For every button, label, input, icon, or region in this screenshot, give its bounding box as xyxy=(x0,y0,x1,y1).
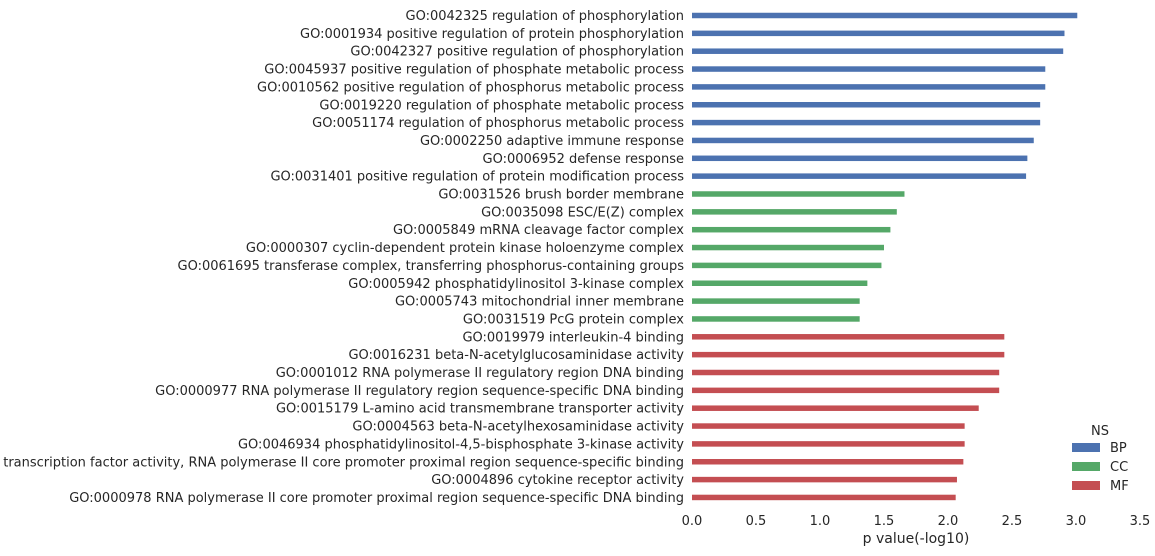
bar-15 xyxy=(692,280,868,286)
category-label-15: GO:0005942 phosphatidylinositol 3-kinase… xyxy=(348,277,684,292)
x-tick-label-3: 1.5 xyxy=(874,514,895,529)
bar-20 xyxy=(692,369,1000,376)
bar-11 xyxy=(692,209,897,215)
bar-6 xyxy=(692,119,1041,126)
category-label-16: GO:0005743 mitochondrial inner membrane xyxy=(395,295,684,310)
category-label-2: GO:0042327 positive regulation of phosph… xyxy=(350,45,684,60)
bar-0 xyxy=(692,12,1078,19)
bar-18 xyxy=(692,334,1005,340)
legend-swatch-bp xyxy=(1072,443,1100,452)
category-label-22: GO:0015179 L-amino acid transmembrane tr… xyxy=(276,402,684,417)
legend-swatch-mf xyxy=(1072,481,1100,490)
bar-14 xyxy=(692,262,882,269)
x-tick-label-6: 3.0 xyxy=(1066,514,1087,529)
category-label-17: GO:0031519 PcG protein complex xyxy=(463,312,684,327)
bars-layer xyxy=(692,12,1078,501)
category-label-12: GO:0005849 mRNA cleavage factor complex xyxy=(393,223,684,238)
category-label-21: GO:0000977 RNA polymerase II regulatory … xyxy=(155,384,684,399)
bar-16 xyxy=(692,298,860,304)
category-label-5: GO:0019220 regulation of phosphate metab… xyxy=(319,98,684,113)
legend-title: NS xyxy=(1091,424,1109,439)
category-label-26: GO:0004896 cytokine receptor activity xyxy=(431,473,684,488)
legend-label-mf: MF xyxy=(1110,479,1129,494)
category-label-0: GO:0042325 regulation of phosphorylation xyxy=(406,9,685,24)
category-label-27: GO:0000978 RNA polymerase II core promot… xyxy=(69,491,684,506)
category-label-11: GO:0035098 ESC/E(Z) complex xyxy=(481,205,684,220)
bar-17 xyxy=(692,316,860,322)
x-axis-title: p value(-log10) xyxy=(863,531,970,547)
bar-12 xyxy=(692,226,891,233)
bar-5 xyxy=(692,102,1041,108)
x-axis: 0.0 0.5 1.0 1.5 2.0 2.5 3.0 3.5 xyxy=(682,514,1151,529)
category-label-6: GO:0051174 regulation of phosphorus meta… xyxy=(312,116,684,131)
category-label-19: GO:0016231 beta-N-acetylglucosaminidase … xyxy=(348,348,684,363)
category-label-25: GO:0000982 transcription factor activity… xyxy=(0,455,684,470)
category-label-3: GO:0045937 positive regulation of phosph… xyxy=(264,63,684,78)
category-labels: GO:0042325 regulation of phosphorylation… xyxy=(0,9,684,506)
category-label-9: GO:0031401 positive regulation of protei… xyxy=(270,170,684,185)
x-tick-label-7: 3.5 xyxy=(1130,514,1151,529)
category-label-8: GO:0006952 defense response xyxy=(483,152,685,167)
bar-23 xyxy=(692,423,965,429)
bar-1 xyxy=(692,30,1065,37)
legend-swatch-cc xyxy=(1072,462,1100,471)
bar-9 xyxy=(692,173,1027,179)
category-label-20: GO:0001012 RNA polymerase II regulatory … xyxy=(276,366,684,381)
bar-19 xyxy=(692,351,1005,358)
x-tick-label-2: 1.0 xyxy=(810,514,831,529)
bar-13 xyxy=(692,244,884,251)
bar-21 xyxy=(692,387,1000,394)
x-tick-label-0: 0.0 xyxy=(682,514,703,529)
bar-4 xyxy=(692,84,1046,90)
bar-8 xyxy=(692,155,1028,162)
x-tick-label-5: 2.5 xyxy=(1002,514,1023,529)
x-tick-label-1: 0.5 xyxy=(746,514,767,529)
category-label-4: GO:0010562 positive regulation of phosph… xyxy=(257,80,684,95)
bar-24 xyxy=(692,441,965,447)
bar-10 xyxy=(692,191,905,197)
bar-7 xyxy=(692,137,1034,144)
bar-25 xyxy=(692,459,964,465)
category-label-13: GO:0000307 cyclin-dependent protein kina… xyxy=(246,241,684,256)
category-label-14: GO:0061695 transferase complex, transfer… xyxy=(178,259,685,274)
bar-22 xyxy=(692,405,979,411)
legend-label-bp: BP xyxy=(1110,441,1127,456)
bar-2 xyxy=(692,48,1064,54)
category-label-23: GO:0004563 beta-N-acetylhexosaminidase a… xyxy=(352,420,684,435)
bar-27 xyxy=(692,494,956,501)
category-label-1: GO:0001934 positive regulation of protei… xyxy=(300,27,684,42)
category-label-10: GO:0031526 brush border membrane xyxy=(438,188,684,203)
category-label-18: GO:0019979 interleukin-4 binding xyxy=(462,330,684,345)
bar-26 xyxy=(692,476,957,483)
category-label-24: GO:0046934 phosphatidylinositol-4,5-bisp… xyxy=(238,437,684,452)
x-tick-label-4: 2.0 xyxy=(938,514,959,529)
legend-label-cc: CC xyxy=(1110,460,1128,475)
category-label-7: GO:0002250 adaptive immune response xyxy=(420,134,684,149)
bar-3 xyxy=(692,66,1046,72)
